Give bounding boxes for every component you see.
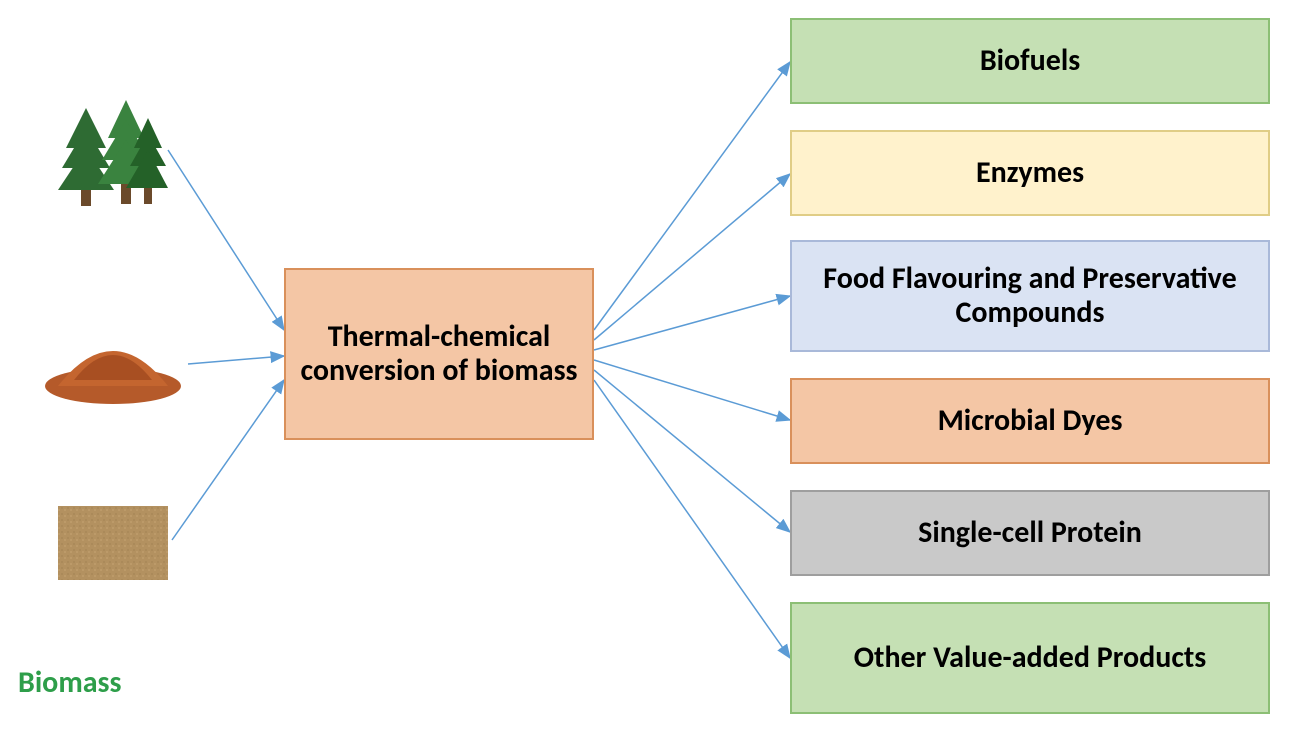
output-box-biofuels: Biofuels (790, 18, 1270, 104)
output-box-food: Food Flavouring and Preservative Compoun… (790, 240, 1270, 352)
output-box-enzymes: Enzymes (790, 130, 1270, 216)
input-icon-trees (48, 90, 168, 210)
output-box-dyes: Microbial Dyes (790, 378, 1270, 464)
input-icon-block (54, 500, 172, 586)
output-box-other: Other Value-added Products (790, 602, 1270, 714)
output-box-protein: Single-cell Protein (790, 490, 1270, 576)
input-icon-powder (38, 320, 188, 406)
center-process-box: Thermal-chemical conversion of biomass (284, 268, 594, 440)
inputs-label: Biomass (18, 664, 121, 701)
